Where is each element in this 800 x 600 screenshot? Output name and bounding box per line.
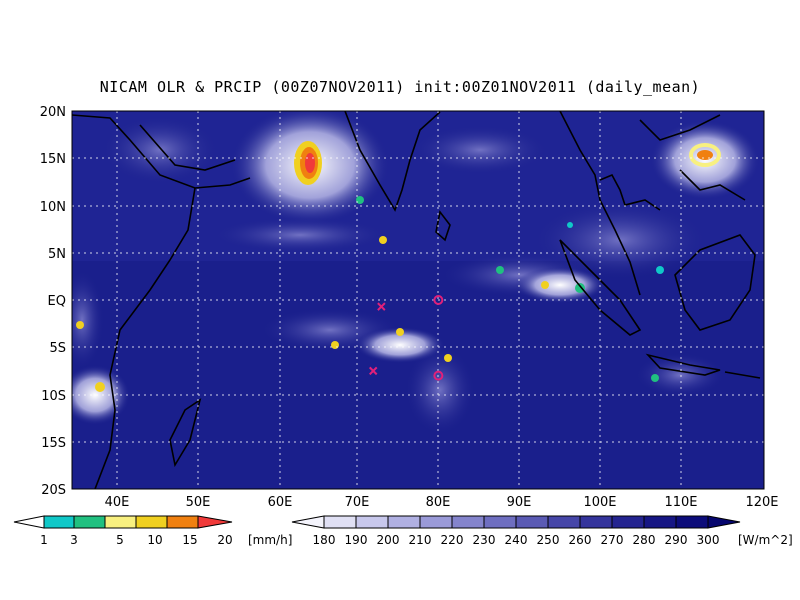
colorbar-unit: [mm/h] — [248, 533, 292, 547]
colorbar-label: 240 — [505, 533, 528, 547]
colorbar-swatch — [73, 515, 106, 529]
lon-axis-labels: 40E 50E 60E 70E 80E 90E 100E 110E 120E — [105, 495, 779, 510]
storm-marker-circle — [433, 370, 444, 381]
colorbar-label: 3 — [70, 533, 78, 547]
lat-axis-labels: 20N 15N 10N 5N EQ 5S 10S 15S 20S — [40, 105, 66, 498]
lat-label: 5N — [48, 247, 66, 262]
lat-label: EQ — [48, 294, 66, 309]
lon-label: 90E — [507, 495, 532, 510]
colorbar-label: 5 — [116, 533, 124, 547]
colorbar-swatch — [166, 515, 199, 529]
precip-colorbar: 1 3 5 10 15 20 [mm/h] — [13, 515, 292, 547]
colorbar-label: 200 — [377, 533, 400, 547]
colorbar-label: 20 — [217, 533, 232, 547]
colorbar-label: 230 — [473, 533, 496, 547]
colorbar-under-arrow — [13, 515, 45, 529]
lat-label: 15N — [40, 152, 66, 167]
lon-label: 60E — [268, 495, 293, 510]
colorbar-label: 15 — [182, 533, 197, 547]
colorbar-label: 290 — [665, 533, 688, 547]
colorbar-swatch — [675, 515, 709, 529]
colorbar-label: 270 — [601, 533, 624, 547]
lon-label: 80E — [426, 495, 451, 510]
lon-label: 120E — [745, 495, 778, 510]
gridlines — [72, 111, 764, 489]
colorbar-over-arrow — [197, 515, 233, 529]
colorbar-label: 280 — [633, 533, 656, 547]
colorbar-label: 220 — [441, 533, 464, 547]
lon-label: 70E — [345, 495, 370, 510]
colorbar-swatch — [104, 515, 137, 529]
colorbar-label: 260 — [569, 533, 592, 547]
colorbar-swatch — [547, 515, 581, 529]
colorbar-swatch — [451, 515, 485, 529]
colorbar-label: 180 — [313, 533, 336, 547]
storm-marker-x — [377, 302, 386, 311]
storm-marker-circle — [433, 295, 444, 305]
lon-label: 50E — [186, 495, 211, 510]
colorbar-swatch — [611, 515, 645, 529]
map-plot-area — [72, 111, 764, 489]
colorbar-swatch — [387, 515, 421, 529]
colorbar-label: 1 — [40, 533, 48, 547]
colorbar-swatch — [419, 515, 453, 529]
lat-label: 5S — [49, 341, 66, 356]
lat-label: 20N — [40, 105, 66, 120]
lon-label: 100E — [583, 495, 616, 510]
colorbar-over-arrow — [707, 515, 741, 529]
colorbar-label: 250 — [537, 533, 560, 547]
lon-label: 110E — [664, 495, 697, 510]
colorbar-swatch — [135, 515, 168, 529]
lat-label: 15S — [41, 436, 66, 451]
colorbar-label: 10 — [147, 533, 162, 547]
colorbar-label: 210 — [409, 533, 432, 547]
lat-label: 20S — [41, 483, 66, 498]
colorbar-label: 300 — [697, 533, 720, 547]
colorbar-unit: [W/m^2] — [738, 533, 793, 547]
colorbar-swatch — [643, 515, 677, 529]
olr-colorbar: [W/m^2] 180 190 200 210 220 230 240 250 260 270 28… — [291, 515, 793, 547]
colorbar-under-arrow — [291, 515, 325, 529]
coastlines — [72, 111, 761, 489]
lat-label: 10N — [40, 200, 66, 215]
colorbar-label: 190 — [345, 533, 368, 547]
marker-layer — [369, 295, 444, 381]
map-title: NICAM OLR & PRCIP (00Z07NOV2011) init:00… — [99, 78, 701, 96]
colorbar-swatch — [323, 515, 357, 529]
lat-label: 10S — [41, 389, 66, 404]
colorbar-swatch — [579, 515, 613, 529]
storm-marker-x — [369, 366, 378, 376]
lon-label: 40E — [105, 495, 130, 510]
colorbar-swatch — [515, 515, 549, 529]
colorbar-swatch — [355, 515, 389, 529]
colorbar-swatch — [483, 515, 517, 529]
colorbar-swatch — [43, 515, 75, 529]
